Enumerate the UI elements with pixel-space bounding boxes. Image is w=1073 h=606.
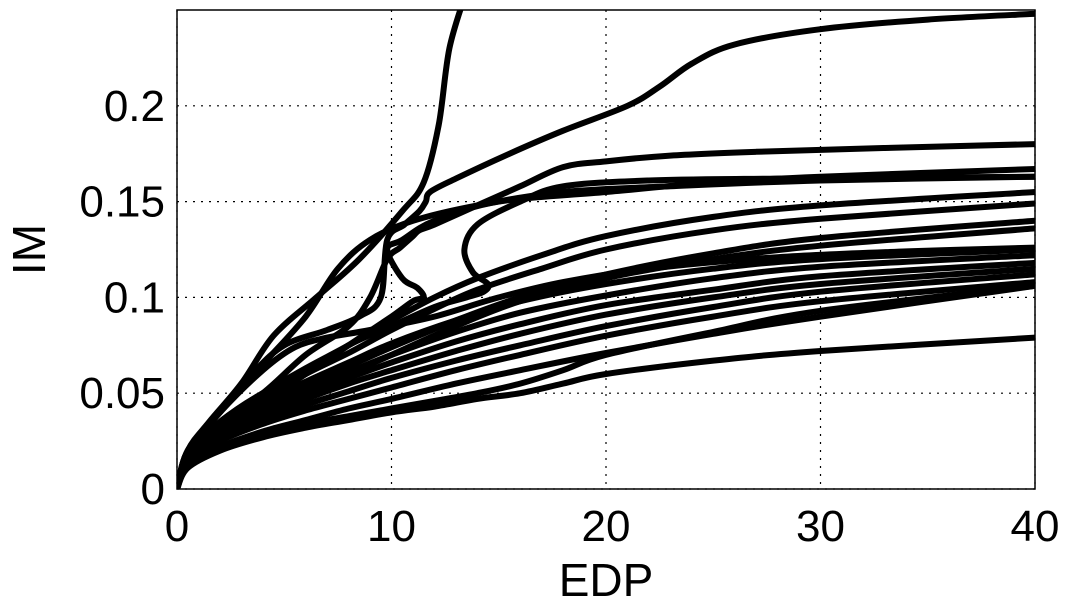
- y-tick-label: 0.1: [104, 273, 165, 322]
- series-line-19: [177, 225, 1035, 489]
- x-tick-label: 10: [367, 502, 416, 551]
- x-tick-label: 40: [1011, 502, 1060, 551]
- y-tick-label: 0.05: [79, 369, 165, 418]
- plot-frame: [176, 9, 1036, 490]
- series-line-7: [177, 189, 1035, 489]
- x-tick-label: 30: [796, 502, 845, 551]
- y-tick-label: 0: [141, 465, 165, 514]
- x-tick-label: 0: [165, 502, 189, 551]
- y-axis-ticks: 0 0.05 0.1 0.15 0.2: [79, 82, 165, 514]
- x-axis-label: EDP: [559, 554, 654, 606]
- series-line-15: [177, 279, 1035, 489]
- y-tick-label: 0.2: [104, 82, 165, 131]
- x-tick-label: 20: [582, 502, 631, 551]
- series-line-18: [177, 282, 1035, 489]
- x-axis-ticks: 0 10 20 30 40: [165, 502, 1060, 551]
- y-axis-label: IM: [3, 224, 55, 275]
- series-line-3: [177, 10, 1035, 489]
- series-lines: [177, 10, 1035, 489]
- y-tick-label: 0.15: [79, 178, 165, 227]
- series-line-20: [177, 217, 1035, 489]
- series-line-9: [177, 244, 1035, 489]
